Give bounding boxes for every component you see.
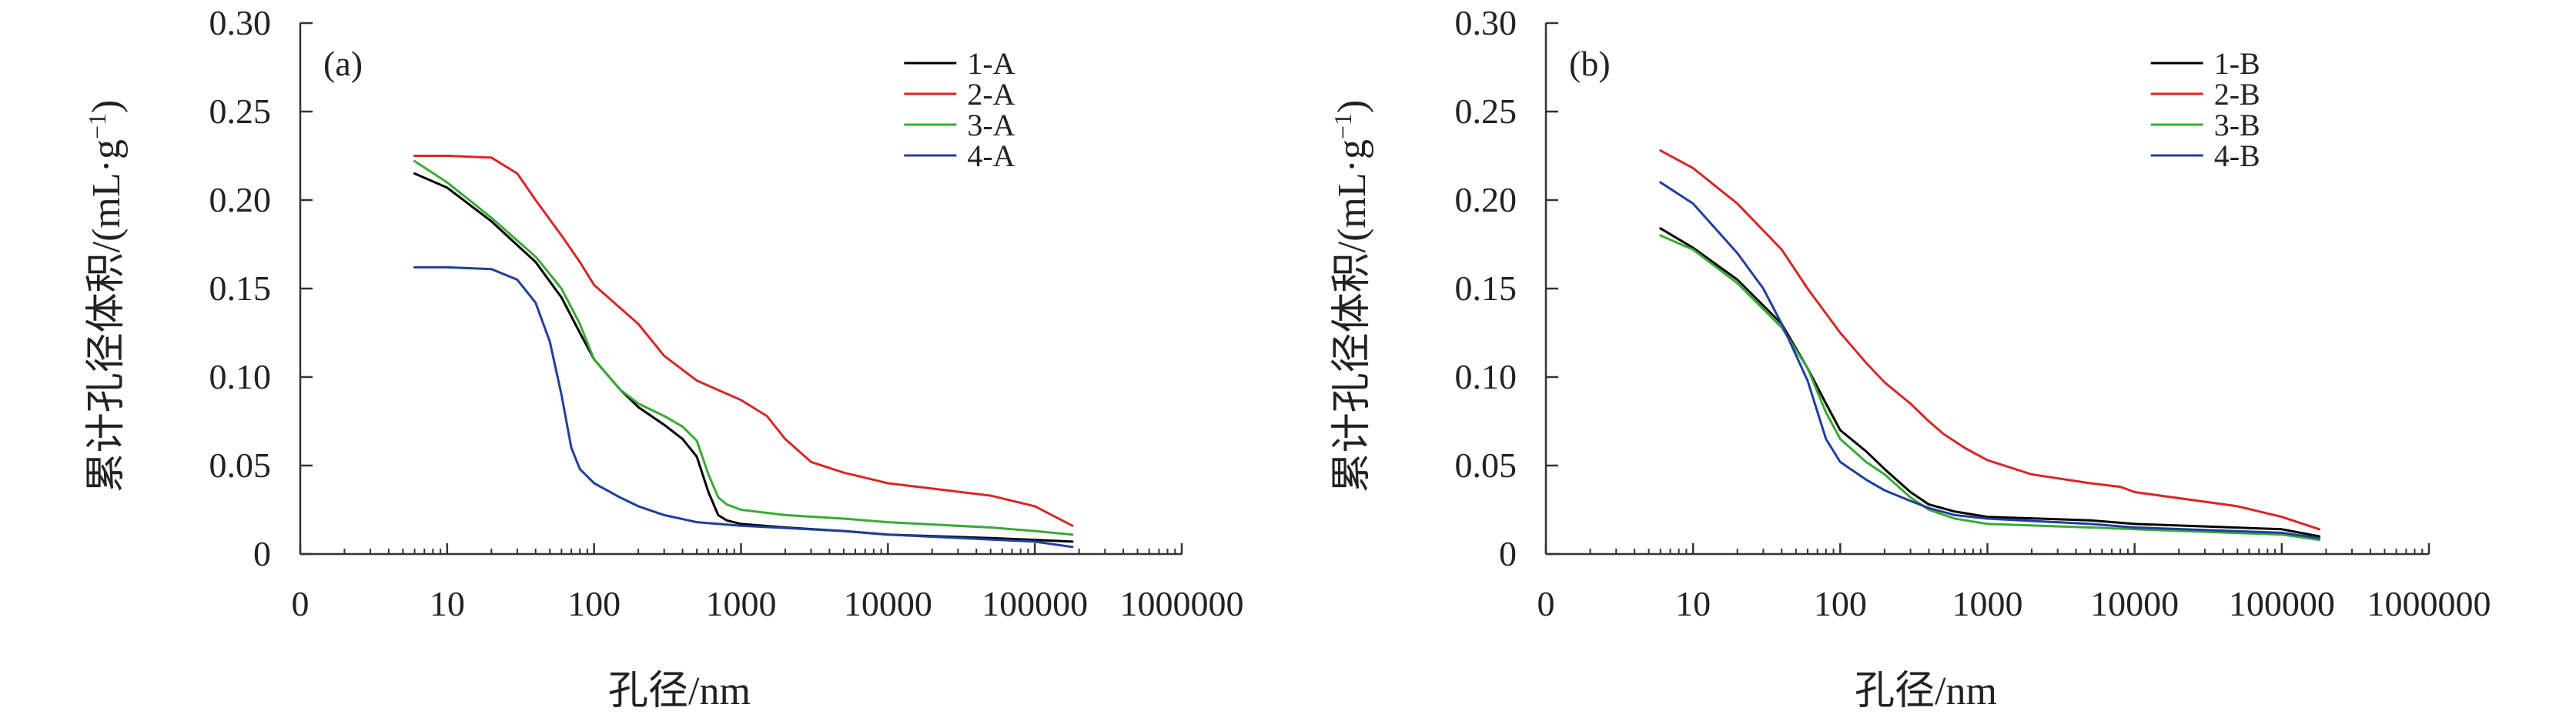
- y-axis-title-main: 累计孔径体积/(mL·g: [85, 139, 129, 492]
- y-tick-label: 0.30: [1455, 3, 1517, 42]
- y-tick-label: 0.15: [1455, 269, 1517, 308]
- legend-label: 4-B: [2214, 139, 2260, 173]
- y-tick-label: 0.30: [209, 3, 272, 42]
- y-tick-label: 0: [253, 534, 271, 573]
- series-line-2-A: [413, 155, 1074, 527]
- series-line-3-B: [1659, 234, 2321, 542]
- legend-label: 1-B: [2214, 46, 2260, 81]
- series-line-3-A: [413, 159, 1074, 536]
- x-tick-label: 100: [567, 584, 621, 623]
- series-line-1-B: [1659, 227, 2321, 538]
- y-tick-label: 0.20: [1455, 180, 1517, 219]
- y-tick-label: 0.20: [209, 180, 272, 219]
- y-axis-title-close: ): [1330, 100, 1374, 113]
- y-axis-title-main: 累计孔径体积/(mL·g: [1330, 139, 1374, 492]
- series-line-1-A: [413, 172, 1074, 543]
- x-tick-label: 10000: [2090, 584, 2179, 623]
- y-axis-title-close: ): [85, 100, 129, 113]
- x-tick-label: 10: [1675, 584, 1711, 623]
- y-axis-title: 累计孔径体积/(mL·g−1): [83, 100, 129, 493]
- y-tick-label: 0.15: [209, 269, 272, 308]
- y-tick-label: 0: [1499, 534, 1517, 573]
- y-tick-label: 0.25: [1455, 92, 1517, 131]
- series-line-4-B: [1659, 181, 2321, 539]
- y-axis-title-superscript: −1: [1329, 113, 1357, 139]
- legend-label: 2-B: [2214, 77, 2260, 112]
- legend-label: 3-B: [2214, 108, 2260, 142]
- x-tick-label: 1000: [706, 584, 777, 623]
- panel-label: (a): [323, 44, 363, 83]
- x-tick-label: 1000000: [1120, 584, 1244, 623]
- x-tick-label: 10: [430, 584, 465, 623]
- x-tick-label: 100: [1814, 584, 1867, 623]
- series-line-2-B: [1659, 149, 2321, 531]
- x-tick-label: 1000: [1952, 584, 2023, 623]
- y-tick-label: 0.25: [209, 92, 272, 131]
- x-tick-label: 1000000: [2367, 584, 2491, 623]
- chart-panel-b: 0 0.05 0.10 0.15 0.20 0.25 0.30 0 10 100 1000 10000…: [1329, 3, 2491, 713]
- y-tick-label: 0.10: [1455, 357, 1517, 396]
- x-axis-title: 孔径/nm: [1855, 669, 1997, 713]
- x-axis-title: 孔径/nm: [608, 669, 751, 713]
- y-axis-title-superscript: −1: [83, 113, 111, 139]
- x-tick-label: 10000: [844, 584, 932, 623]
- legend-label: 4-A: [967, 139, 1015, 173]
- x-tick-label: 100000: [982, 584, 1088, 623]
- y-axis-title: 累计孔径体积/(mL·g−1): [1329, 100, 1374, 493]
- y-tick-label: 0.05: [209, 446, 272, 485]
- chart-panel-a: 0 0.05 0.10 0.15 0.20 0.25 0.30 0 10 100 1000 10000…: [83, 3, 1244, 713]
- y-tick-label: 0.10: [209, 357, 272, 396]
- legend-label: 3-A: [967, 108, 1015, 142]
- x-tick-label: 0: [292, 584, 309, 623]
- panel-label: (b): [1569, 44, 1611, 83]
- legend-label: 1-A: [967, 46, 1015, 81]
- x-tick-label: 0: [1537, 584, 1555, 623]
- y-tick-label: 0.05: [1455, 446, 1517, 485]
- x-tick-label: 100000: [2229, 584, 2335, 623]
- legend-label: 2-A: [967, 77, 1015, 112]
- series-line-4-A: [413, 265, 1074, 549]
